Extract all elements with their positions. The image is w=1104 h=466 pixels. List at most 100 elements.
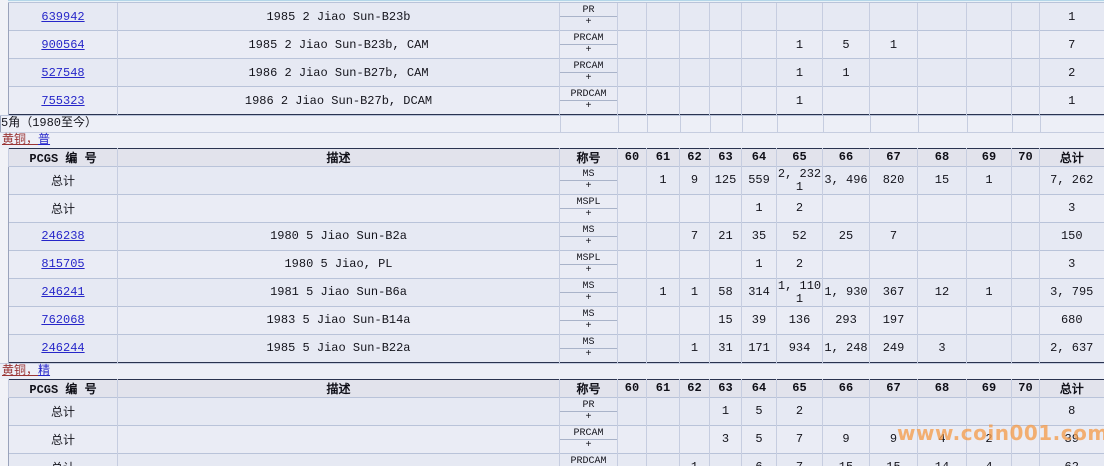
pcgs-number-link[interactable]: 246238 [41,229,85,243]
grade-64-count: 1 [741,193,777,222]
grade-66-count: 1 [822,58,870,87]
top-partial-table: 639942 1985 2 Jiao Sun-B23b PR +1 900564 1985… [8,2,1104,115]
designation-plus: + [585,264,592,276]
grade-62-count [679,305,710,334]
grade-61-count [646,58,680,87]
designation-label: MS [560,279,617,293]
grade-66-count: 25 [822,221,870,250]
grade-67-count: 820 [869,165,918,194]
pcgs-number-link[interactable]: 527548 [41,65,85,80]
designation-label: MSPL [560,251,617,265]
designation-plus: + [585,73,592,84]
grade-64-count [741,58,777,87]
grade-69-count: 1 [966,277,1012,306]
grade-69-count [966,305,1012,334]
grade-62-count [679,396,710,425]
pcgs-cell: 762068 [8,305,118,334]
designation-cell: PRCAM + [559,30,618,59]
pcgs-number-link[interactable]: 755323 [41,93,85,108]
grade-62-count [679,58,710,87]
grade-62-count: 1 [679,277,710,306]
grade-60-count [617,221,647,250]
grade-62-count [679,2,710,31]
grade-68-count: 3 [917,333,967,362]
grade-68-count [917,2,967,31]
grade-66-count: 1, 930 [822,277,870,306]
grade-64-count: 5 [741,396,777,425]
col-header-68: 68 [917,148,967,166]
designation-cell: MS + [559,305,618,334]
grade-65-count: 7 [776,424,823,453]
pcgs-number-link[interactable]: 246244 [41,341,85,355]
grade-60-count [617,30,647,59]
grade-66-count: 9 [822,424,870,453]
grade-61-count: 1 [646,165,680,194]
pcgs-cell: 246244 [8,333,118,362]
grade-63-count [709,58,742,87]
grade-61-count [646,30,680,59]
grade-60-count [617,86,647,115]
designation-plus: + [585,17,592,28]
pcgs-number-link[interactable]: 246241 [41,285,85,299]
grade-65-count: 2, 232 1 [776,165,823,194]
row-total-label: 总计 [50,433,75,448]
pcgs-number-link[interactable]: 639942 [41,9,85,24]
section-title: 5角（1980至今） [0,115,561,132]
grade-70-count [1011,165,1040,194]
col-header-61: 61 [646,379,680,397]
grade-70-count [1011,221,1040,250]
designation-cell: MS + [559,277,618,306]
grade-69-count: 1 [966,165,1012,194]
grade-60-count [617,424,647,453]
designation-label: MS [560,223,617,237]
brass-proof-link[interactable]: 黄铜，精 [2,364,50,378]
grade-70-count [1011,396,1040,425]
pcgs-cell: 总计 [8,165,118,194]
grade-63-count [709,249,742,278]
pcgs-number-link[interactable]: 762068 [41,313,85,327]
pcgs-number-link[interactable]: 900564 [41,37,85,52]
grade-63-count [709,2,742,31]
grade-64-count: 6 [741,452,777,466]
col-header-67: 67 [869,148,918,166]
brass-ms-link[interactable]: 黄铜，普 [2,133,50,147]
designation-cell: PR + [559,396,618,425]
grade-66-count [822,2,870,31]
col-header-total: 总计 [1039,379,1104,397]
coin-description: 1985 5 Jiao Sun-B22a [117,333,560,362]
grade-68-count: 12 [917,277,967,306]
pcgs-number-link[interactable]: 815705 [41,257,85,271]
grade-68-count [917,58,967,87]
grade-61-count [646,193,680,222]
grade-64-count [741,30,777,59]
pcgs-cell: 900564 [8,30,118,59]
designation-cell: PR + [559,2,618,31]
grade-64-count: 5 [741,424,777,453]
col-header-70: 70 [1011,379,1040,397]
grade-64-count: 171 [741,333,777,362]
col-header-65: 65 [776,148,823,166]
pcgs-cell: 755323 [8,86,118,115]
col-header-62: 62 [679,379,710,397]
designation-cell: MSPL + [559,249,618,278]
grade-62-count: 9 [679,165,710,194]
grade-70-count [1011,86,1040,115]
designation-cell: PRCAM + [559,58,618,87]
grade-67-count [869,396,918,425]
pcgs-cell: 639942 [8,2,118,31]
grade-62-count [679,249,710,278]
designation-cell: MS + [559,333,618,362]
grade-70-count [1011,452,1040,466]
grade-65-count: 934 [776,333,823,362]
designation-label: PRCAM [560,426,617,440]
grade-61-count: 1 [646,277,680,306]
designation-label: MS [560,167,617,181]
col-header-desig: 称号 [559,379,618,397]
grade-67-count: 7 [869,221,918,250]
grade-64-count: 559 [741,165,777,194]
grade-68-count [917,86,967,115]
grade-70-count [1011,424,1040,453]
ms-census-table: PCGS 编 号描述 称号 60 61 62 63 64 65 66 67 68 69 70 总计 总计 MS… [8,147,1104,363]
empty-cell [823,115,871,132]
